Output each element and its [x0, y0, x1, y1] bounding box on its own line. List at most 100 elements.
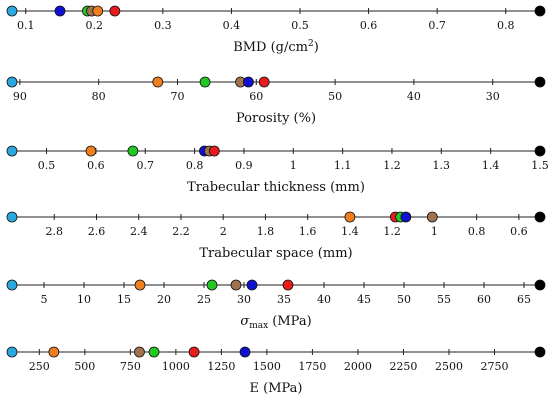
tick-label: 2000 [344, 360, 372, 373]
tick-label: 2.4 [130, 225, 148, 238]
tick-label: 20 [157, 293, 171, 306]
data-point [188, 346, 200, 358]
tick-label: 0.1 [17, 19, 35, 32]
data-point [134, 279, 146, 291]
tick-label: 1.5 [531, 159, 549, 172]
tick-label: 1.3 [433, 159, 451, 172]
tick-label: 25 [197, 293, 211, 306]
data-point [239, 346, 251, 358]
tick-label: 2750 [480, 360, 508, 373]
tick-label: 1.4 [482, 159, 500, 172]
tick-label: 1750 [298, 360, 326, 373]
axis-title: BMD (g/cm2) [233, 39, 319, 55]
data-point [243, 76, 254, 88]
tick-label: 1000 [162, 360, 190, 373]
tick-label: 65 [517, 293, 531, 306]
tick-label: 0.7 [136, 159, 154, 172]
data-point [48, 346, 60, 358]
axis-title: σmax (MPa) [240, 314, 311, 331]
tick-label: 1250 [207, 360, 235, 373]
data-point [344, 211, 356, 223]
tick-label: 40 [317, 293, 331, 306]
data-point [6, 5, 18, 17]
axis-title: Trabecular space (mm) [199, 246, 352, 261]
data-point [54, 5, 66, 17]
data-point [208, 145, 220, 157]
data-point [6, 211, 18, 223]
tick-label: 2.6 [88, 225, 106, 238]
tick-label: 0.6 [87, 159, 105, 172]
data-point [534, 211, 546, 223]
tick-label: 30 [237, 293, 251, 306]
tick-label: 55 [437, 293, 451, 306]
data-point [230, 279, 242, 291]
data-point [127, 145, 139, 157]
tick-label: 35 [277, 293, 291, 306]
tick-label: 0.8 [468, 225, 486, 238]
data-point [206, 279, 218, 291]
data-point [6, 279, 18, 291]
axis-title: E (MPa) [250, 381, 303, 396]
tick-label: 2 [220, 225, 227, 238]
tick-label: 750 [120, 360, 141, 373]
tick-label: 2.2 [172, 225, 190, 238]
data-point [199, 76, 211, 88]
tick-label: 2250 [389, 360, 417, 373]
tick-label: 1.8 [257, 225, 275, 238]
tick-label: 80 [92, 90, 106, 103]
tick-label: 10 [77, 293, 91, 306]
tick-label: 1500 [253, 360, 281, 373]
tick-label: 70 [170, 90, 184, 103]
data-point [92, 5, 104, 17]
data-point [400, 211, 412, 223]
tick-label: 60 [477, 293, 491, 306]
tick-label: 0.6 [510, 225, 528, 238]
tick-label: 1.2 [383, 225, 401, 238]
tick-label: 0.8 [497, 19, 515, 32]
data-point [152, 76, 164, 88]
axis-title: Trabecular thickness (mm) [187, 180, 365, 195]
tick-label: 1.1 [334, 159, 352, 172]
data-point [6, 346, 18, 358]
data-point [85, 145, 97, 157]
data-point [426, 211, 438, 223]
tick-label: 0.3 [154, 19, 172, 32]
tick-label: 45 [357, 293, 371, 306]
data-point [148, 346, 160, 358]
tick-label: 90 [13, 90, 27, 103]
data-point [534, 346, 546, 358]
tick-label: 0.9 [235, 159, 253, 172]
tick-label: 5 [41, 293, 48, 306]
data-point [6, 76, 18, 88]
data-point [109, 5, 121, 17]
tick-label: 50 [328, 90, 342, 103]
data-point [282, 279, 294, 291]
tick-label: 250 [29, 360, 50, 373]
tick-label: 1.4 [341, 225, 359, 238]
tick-label: 15 [117, 293, 131, 306]
tick-label: 1.2 [383, 159, 401, 172]
tick-label: 0.8 [186, 159, 204, 172]
data-point [534, 5, 546, 17]
data-point [258, 76, 270, 88]
tick-label: 2.8 [45, 225, 63, 238]
tick-label: 2500 [435, 360, 463, 373]
tick-label: 1.6 [299, 225, 317, 238]
tick-label: 40 [407, 90, 421, 103]
tick-label: 0.5 [38, 159, 56, 172]
tick-label: 0.2 [86, 19, 104, 32]
tick-label: 1 [431, 225, 438, 238]
tick-label: 0.5 [291, 19, 309, 32]
data-point [534, 145, 546, 157]
tick-label: 0.4 [223, 19, 241, 32]
tick-label: 60 [249, 90, 263, 103]
tick-label: 30 [486, 90, 500, 103]
tick-label: 50 [397, 293, 411, 306]
data-point [534, 76, 546, 88]
tick-label: 0.7 [428, 19, 446, 32]
tick-label: 500 [74, 360, 95, 373]
data-point [134, 346, 145, 358]
tick-label: 1 [290, 159, 297, 172]
